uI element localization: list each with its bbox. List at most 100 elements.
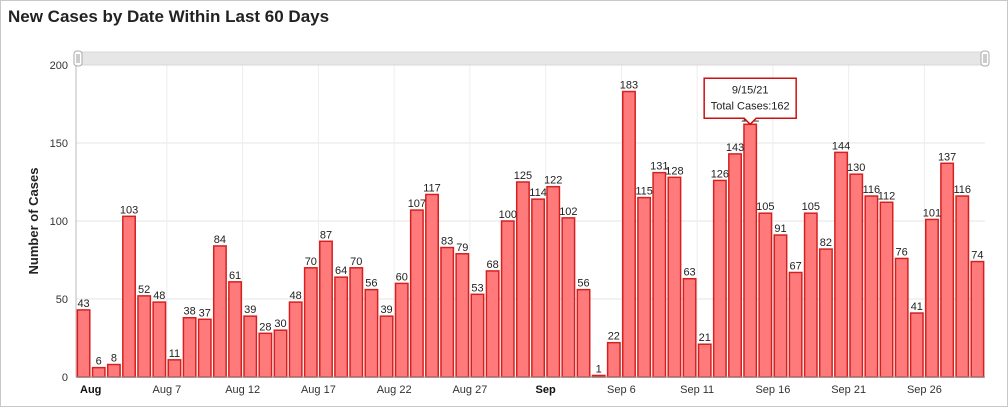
bar[interactable] — [349, 267, 364, 378]
slider-track — [75, 51, 988, 66]
bar[interactable] — [849, 173, 864, 378]
bar[interactable] — [637, 196, 652, 378]
bar-value-label: 143 — [726, 142, 744, 154]
bar[interactable] — [470, 293, 485, 378]
y-tick-label: 100 — [50, 216, 68, 228]
bar[interactable] — [273, 329, 288, 378]
bar[interactable] — [773, 234, 788, 378]
bar-value-label: 126 — [711, 168, 729, 180]
x-axis: Aug Aug 7 Aug 12 Aug 17 Aug 22 Aug 27 Sep Sep 6… — [76, 376, 985, 396]
range-slider[interactable] — [73, 50, 990, 67]
bar-value-label: 115 — [635, 186, 653, 198]
bars-group[interactable] — [76, 90, 985, 378]
bar[interactable] — [894, 257, 909, 378]
bar[interactable] — [485, 270, 500, 378]
bar[interactable] — [728, 153, 742, 378]
chart-title: New Cases by Date Within Last 60 Days — [8, 7, 330, 26]
bar-value-label: 83 — [441, 236, 453, 248]
bar-value-label: 84 — [214, 234, 226, 246]
bar[interactable] — [197, 318, 212, 378]
bar[interactable] — [955, 195, 970, 378]
x-tick-label: Sep 21 — [831, 384, 866, 396]
bar-value-label: 6 — [96, 356, 102, 368]
bar[interactable] — [258, 332, 273, 378]
bar-value-label: 1 — [596, 363, 602, 375]
bar[interactable] — [546, 185, 561, 378]
bar[interactable] — [515, 181, 530, 378]
bar-value-label: 67 — [790, 260, 802, 272]
bar[interactable] — [606, 341, 621, 378]
bar[interactable] — [303, 267, 318, 378]
bar[interactable] — [137, 295, 152, 378]
bar[interactable] — [243, 315, 258, 378]
bar[interactable] — [682, 277, 697, 378]
bar[interactable] — [288, 301, 303, 378]
bar[interactable] — [712, 179, 727, 378]
bar-value-label: 37 — [199, 307, 211, 319]
bar-value-label: 52 — [138, 284, 150, 296]
bar-value-label: 114 — [529, 187, 547, 199]
bar[interactable] — [122, 215, 136, 378]
bar[interactable] — [909, 312, 924, 378]
bar-value-label: 22 — [608, 331, 620, 343]
y-tick-label: 50 — [56, 294, 68, 306]
bar[interactable] — [743, 123, 758, 378]
y-tick-label: 0 — [62, 372, 68, 384]
bar[interactable] — [925, 218, 939, 378]
bar[interactable] — [334, 276, 349, 378]
bar-value-label: 70 — [350, 256, 362, 268]
bar-value-label: 74 — [971, 250, 983, 262]
x-tick-label: Sep 11 — [680, 384, 714, 396]
bar[interactable] — [228, 281, 243, 378]
x-tick-label: Aug 27 — [452, 384, 487, 396]
bar[interactable] — [152, 301, 167, 378]
bar[interactable] — [561, 217, 576, 378]
bar-value-label: 125 — [514, 170, 532, 182]
bar[interactable] — [576, 288, 591, 378]
bar[interactable] — [818, 248, 833, 378]
bar-value-label: 144 — [832, 140, 850, 152]
bar[interactable] — [531, 198, 546, 378]
bar[interactable] — [409, 209, 424, 378]
bar-value-label: 41 — [911, 301, 923, 313]
bar[interactable] — [500, 220, 515, 378]
bar-value-label: 43 — [77, 298, 89, 310]
bar[interactable] — [788, 271, 803, 378]
bar[interactable] — [212, 245, 227, 378]
bar[interactable] — [425, 193, 439, 378]
bar[interactable] — [319, 240, 333, 378]
bar[interactable] — [622, 90, 636, 378]
bar-value-label: 116 — [863, 184, 881, 196]
bar[interactable] — [167, 359, 182, 378]
bar[interactable] — [879, 201, 894, 378]
bar[interactable] — [940, 162, 955, 378]
bar[interactable] — [91, 366, 106, 378]
bar[interactable] — [970, 260, 985, 378]
bar-value-label: 48 — [290, 290, 302, 302]
bar[interactable] — [697, 343, 712, 378]
bar[interactable] — [440, 246, 455, 378]
bar-value-label: 53 — [471, 282, 483, 294]
bar[interactable] — [834, 151, 849, 378]
bar[interactable] — [379, 315, 394, 378]
bar-value-label: 183 — [620, 80, 638, 92]
bar-value-label: 76 — [896, 246, 908, 258]
bar[interactable] — [364, 288, 379, 378]
bar[interactable] — [394, 282, 409, 378]
bar[interactable] — [106, 363, 121, 378]
bar-value-label: 82 — [820, 237, 832, 249]
slider-handle-right — [980, 50, 990, 67]
x-tick-label: Aug — [80, 384, 101, 396]
bar[interactable] — [652, 171, 667, 378]
y-axis: 0 50 100 150 200 Number of Cases — [26, 60, 77, 384]
bar[interactable] — [182, 316, 197, 378]
bar[interactable] — [667, 176, 682, 378]
bar-value-label: 79 — [456, 242, 468, 254]
bar[interactable] — [455, 253, 470, 378]
bar[interactable] — [76, 309, 91, 378]
bar[interactable] — [803, 212, 818, 378]
bar[interactable] — [864, 195, 879, 378]
bar[interactable] — [758, 212, 773, 378]
bar-value-label: 112 — [878, 190, 896, 202]
